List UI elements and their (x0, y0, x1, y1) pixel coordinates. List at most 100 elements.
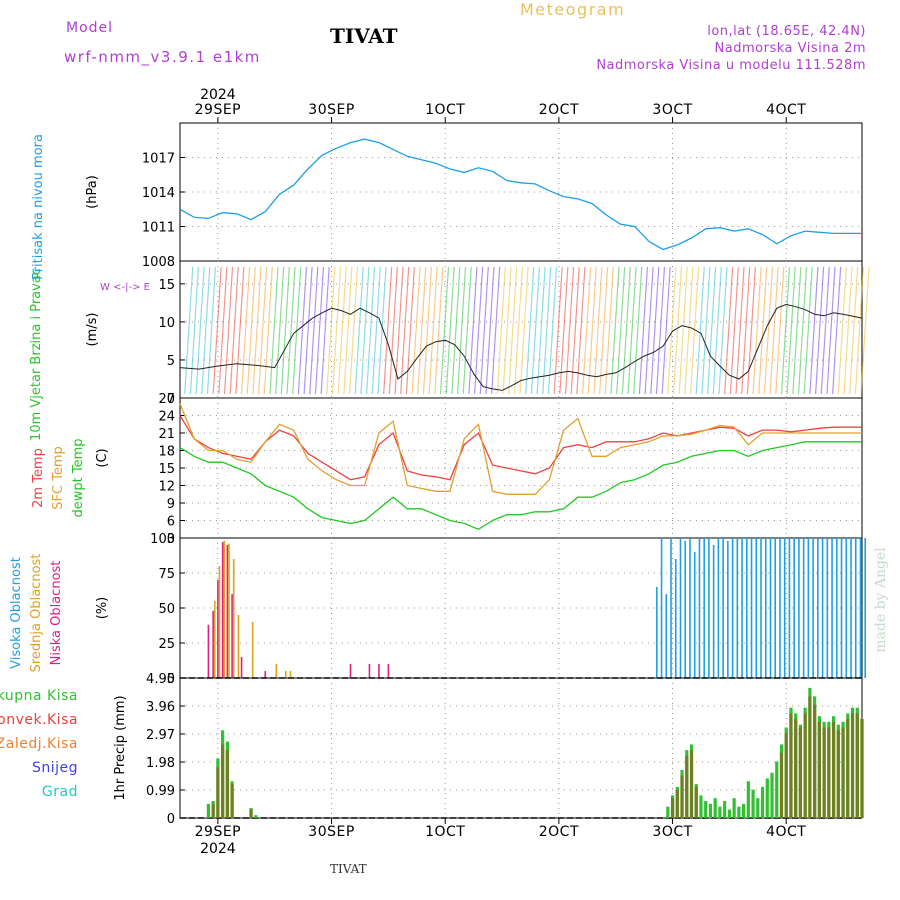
clouds-bar (717, 538, 720, 678)
precip-legend-1: Konvek.Kisa (0, 712, 78, 728)
clouds-bar (774, 538, 777, 678)
wind-barb (468, 266, 478, 395)
wind-compass-legend: W <-|-> E (100, 282, 150, 293)
wind-barb (445, 266, 455, 395)
precip-bar (699, 795, 703, 818)
clouds-bar (660, 538, 663, 678)
precip-bar (670, 798, 675, 818)
clouds-bar (793, 538, 795, 678)
wind-barb (530, 266, 541, 395)
clouds-bar (679, 538, 682, 678)
top-xtick-label: 3OCT (652, 102, 692, 118)
precip-bar (723, 801, 727, 818)
clouds-bar (218, 566, 221, 678)
precip-ytick-label: 0 (167, 812, 175, 827)
precip-bar (732, 798, 736, 818)
precip-bar (249, 809, 253, 818)
bottom-xtick-label: 1OCT (425, 824, 465, 840)
clouds-ytick-label: 0 (167, 672, 175, 687)
wind-barb (803, 266, 813, 395)
footer-station: TIVAT (330, 862, 367, 876)
top-xtick-label: 4OCT (766, 102, 806, 118)
precip-bar (206, 803, 211, 818)
wind-barb (451, 266, 461, 395)
wind-barb (195, 266, 205, 395)
temperature-series-line (179, 415, 862, 481)
temperature-ytick-label: 21 (158, 427, 175, 442)
wind-barb (735, 266, 745, 395)
clouds-bar (750, 538, 753, 678)
wind-barb (496, 266, 506, 395)
wind-barb (616, 266, 626, 395)
clouds-bar (817, 538, 819, 678)
temperature-series-line (179, 441, 862, 531)
clouds-bar (755, 538, 758, 678)
wind-barb (797, 266, 808, 395)
precip-bar (765, 778, 769, 818)
clouds-bar (674, 559, 677, 678)
cloud-ylabel-2: Niska Oblacnost (49, 561, 64, 666)
wind-barb (343, 266, 353, 395)
precip-bar (685, 755, 689, 818)
wind-barb (786, 266, 796, 395)
clouds-ytick-label: 75 (158, 567, 175, 582)
wind-barb (491, 266, 501, 395)
wind-barb (860, 266, 870, 395)
clouds-bar (221, 542, 224, 678)
precip-ytick-label: 4.95 (146, 672, 175, 687)
bottom-xtick-label: 30SEP (308, 824, 355, 840)
wind-barb (388, 266, 398, 395)
temperature-ytick-label: 27 (158, 392, 175, 407)
bottom-xtick-label: 3OCT (652, 824, 692, 840)
clouds-bar (264, 671, 267, 678)
cloud-ylabel-0: Visoka Oblacnost (9, 557, 24, 669)
wind-barb (849, 266, 859, 395)
clouds-bar (854, 538, 857, 678)
precip-bar (216, 767, 220, 818)
wind-barb (235, 266, 245, 395)
wind-barb (366, 266, 376, 395)
clouds-bar (783, 538, 786, 678)
wind-barb (508, 266, 518, 395)
precip-bar (827, 727, 831, 818)
wind-barb (286, 266, 296, 395)
wind-barb (212, 266, 222, 395)
wind-barb (184, 266, 194, 395)
precip-legend-3: Snijeg (32, 760, 78, 776)
wind-barb (348, 266, 359, 395)
wind-barb (525, 266, 535, 395)
precip-bar (850, 713, 855, 818)
precip-frame (179, 677, 863, 819)
wind-barb (769, 266, 779, 395)
wind-barb (792, 266, 802, 395)
clouds-bar (821, 538, 824, 678)
clouds-bar (840, 538, 843, 678)
wind-barb (775, 266, 785, 395)
clouds-bar (798, 538, 800, 678)
wind-barb (547, 266, 558, 395)
temperature-ytick-label: 12 (158, 480, 175, 495)
precip-bar (756, 798, 760, 818)
wind-barb (246, 266, 256, 395)
clouds-bar (731, 538, 734, 678)
wind-barb (780, 266, 791, 395)
wind-barb (383, 266, 393, 395)
bottom-year-label: 2024 (200, 841, 236, 857)
precip-bar (841, 727, 845, 818)
clouds-bar (378, 664, 380, 678)
wind-ytick-label: 10 (158, 316, 175, 331)
precip-bar (708, 803, 713, 818)
wind-barb (479, 266, 489, 395)
wind-barb (627, 266, 637, 395)
wind-barb (331, 266, 342, 395)
precip-bar (775, 761, 779, 818)
wind-barb (633, 266, 643, 395)
clouds-bar (764, 538, 767, 678)
model-label: Model (66, 20, 114, 36)
clouds-bar (213, 601, 216, 678)
temperature-ylabel-0: 2m Temp (31, 448, 46, 508)
precip-bar (221, 744, 225, 818)
precip-bar (718, 806, 722, 818)
wind-barb (661, 266, 671, 395)
clouds-bar (232, 559, 235, 678)
